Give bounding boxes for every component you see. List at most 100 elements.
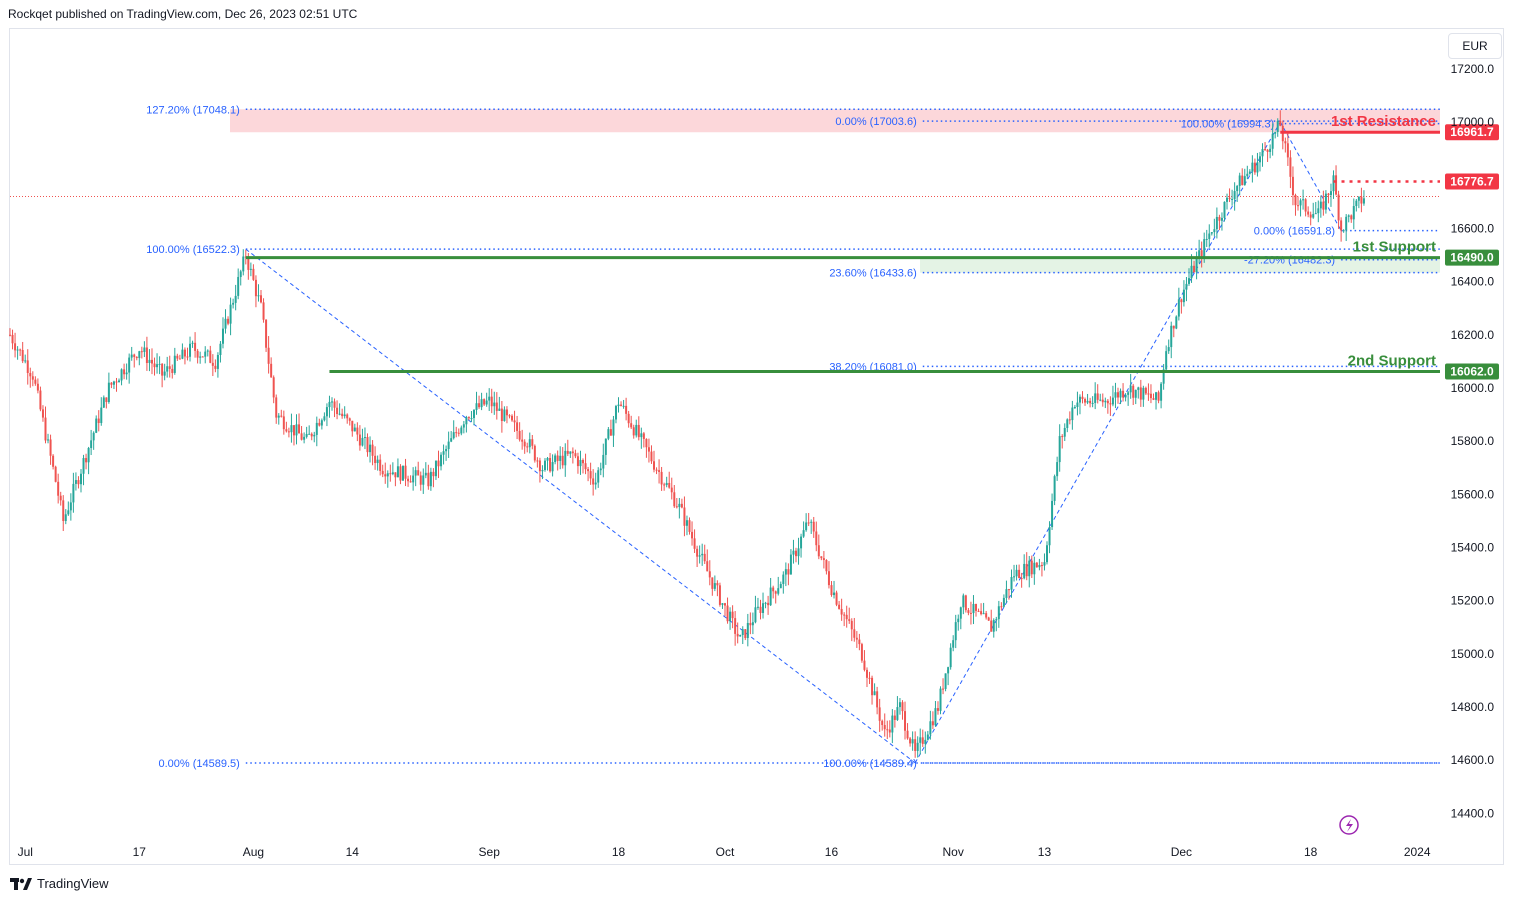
candle-body [916,742,919,751]
candle-body [305,433,308,437]
candle-body [275,397,278,418]
candle-body [168,366,171,369]
candle-body [176,355,179,359]
candle-body [1284,141,1287,144]
candle-body [614,406,617,420]
candle-body [1253,162,1256,173]
candle-body [211,362,214,366]
candle-body [331,401,334,403]
fib-level-label: 100.00% (16994.3) [1181,119,1275,131]
candle-body [161,363,164,376]
candle-body [257,295,260,297]
candle-body [1109,403,1112,405]
candle-body [186,356,189,358]
candle-body [318,422,321,426]
candle-body [698,555,701,557]
candle-body [848,619,851,621]
lightning-icon[interactable] [1339,815,1359,835]
level-label: 1st Support [1353,239,1436,256]
candle-body [298,424,301,434]
candle-body [343,414,346,417]
candle-body [74,480,77,484]
misc-layer [1339,815,1359,835]
currency-selector[interactable]: EUR [1448,33,1502,59]
footer-brand[interactable]: TradingView [10,876,109,891]
candle-body [1198,250,1201,259]
candle-body [845,614,848,620]
candle-body [944,673,947,689]
candle-body [371,444,374,456]
candle-body [495,402,498,411]
candle-body [1340,220,1343,231]
candle-body [272,377,275,398]
candle-body [551,462,554,472]
candle-body [1114,392,1117,398]
candle-body [680,503,683,508]
candle-body [756,606,759,608]
price-tick-label: 16000.0 [1451,381,1495,395]
candle-body [627,413,630,424]
price-badge: 16961.7 [1445,124,1499,141]
candle-body [267,347,270,364]
candle-body [883,725,886,730]
candle-body [549,457,552,472]
candle-body [265,319,268,348]
candle-body [252,268,255,280]
candle-body [1147,393,1150,395]
candle-body [822,558,825,560]
candle-body [1302,199,1305,201]
candle-body [303,436,306,440]
candle-body [660,471,663,485]
candle-body [336,407,339,415]
price-tick-label: 16400.0 [1451,275,1495,289]
candle-body [480,399,483,408]
price-badge-text: 16062.0 [1450,364,1494,378]
candle-body [1175,316,1178,329]
candle-body [452,432,455,439]
candle-body [1030,560,1033,575]
candle-body [802,530,805,537]
candle-body [295,424,298,436]
candle-body [810,521,813,523]
candles-layer [9,110,1365,758]
candle-body [455,432,458,434]
candle-body [145,347,148,364]
candle-body [363,437,366,439]
candle-body [450,438,453,442]
candle-body [716,583,719,586]
candle-body [374,455,377,464]
zones-layer [230,109,1440,273]
candle-body [868,677,871,679]
candle-body [658,470,661,472]
candle-body [1010,577,1013,590]
candle-body [401,465,404,481]
candle-body [734,618,737,634]
candle-body [1294,194,1297,206]
candle-body [952,640,955,648]
candle-body [1307,211,1310,215]
time-tick-label: Oct [716,845,735,859]
candle-body [498,408,501,411]
candle-body [888,729,891,733]
candle-body [1160,383,1163,401]
candle-body [777,588,780,594]
candle-body [860,644,863,661]
candle-body [992,620,995,632]
candle-body [1068,419,1071,421]
candle-body [1322,201,1325,210]
candle-body [1086,400,1089,403]
candle-body [97,418,100,424]
candle-body [1063,427,1066,437]
candle-body [49,439,52,456]
candle-body [767,602,770,606]
candle-body [663,484,666,486]
candle-body [784,569,787,575]
candle-body [564,450,567,466]
candle-body [254,279,257,297]
candle-body [668,482,671,488]
candle-body [1274,131,1277,134]
candle-body [1329,191,1332,196]
candle-body [1218,216,1221,221]
candle-body [1236,185,1239,192]
